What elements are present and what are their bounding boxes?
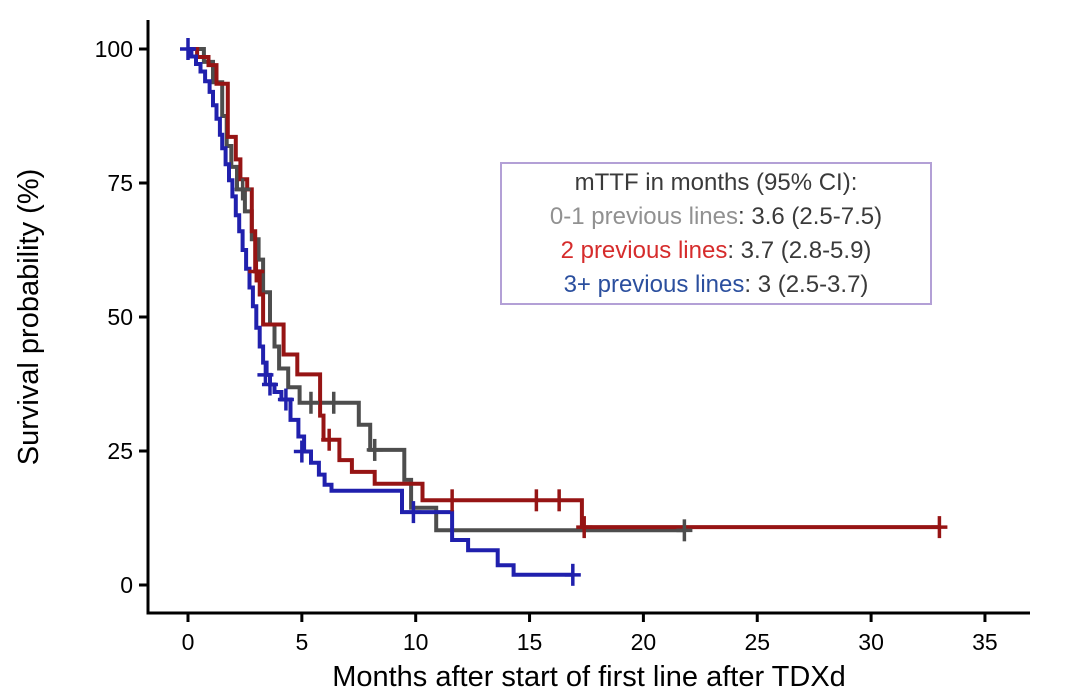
x-tick-label: 20 [631, 629, 657, 655]
legend-entry-blue-value: : 3 (2.5-3.7) [744, 271, 869, 298]
legend-entry-gray-label: 0-1 previous lines [549, 203, 739, 230]
legend-entry-red: 2 previous lines: 3.7 (2.8-5.9) [502, 234, 930, 268]
y-tick-label: 50 [107, 304, 133, 330]
legend-entry-red-label: 2 previous lines [560, 237, 728, 264]
x-tick-label: 25 [744, 629, 770, 655]
x-tick-label: 15 [517, 629, 543, 655]
x-tick-label: 35 [972, 629, 998, 655]
legend-entry-gray: 0-1 previous lines: 3.6 (2.5-7.5) [502, 200, 930, 234]
y-tick-label: 75 [107, 170, 133, 196]
survival-curves [188, 47, 940, 577]
legend-entry-gray-value: : 3.6 (2.5-7.5) [738, 203, 883, 230]
axes: 0 25 50 75 100 0 5 10 15 20 25 30 35 [95, 20, 1030, 655]
x-tick-label: 0 [182, 629, 195, 655]
y-tick-label: 100 [95, 36, 133, 62]
x-tick-label: 10 [403, 629, 429, 655]
censor-marks [180, 38, 948, 586]
legend-entry-red-value: : 3.7 (2.8-5.9) [727, 237, 872, 264]
survival-curve-2 [188, 47, 573, 577]
legend-entry-blue-label: 3+ previous lines [563, 271, 745, 298]
y-tick-label: 25 [107, 438, 133, 464]
legend-box: mTTF in months (95% CI): 0-1 previous li… [500, 162, 932, 305]
survival-curve-1 [188, 47, 940, 530]
y-tick-label: 0 [120, 572, 133, 598]
y-axis-title: Survival probability (%) [13, 169, 45, 466]
legend-title: mTTF in months (95% CI): [574, 169, 858, 196]
x-axis-title: Months after start of first line after T… [332, 661, 846, 693]
legend-entry-blue: 3+ previous lines: 3 (2.5-3.7) [502, 268, 930, 302]
x-tick-label: 30 [858, 629, 884, 655]
x-tick-label: 5 [295, 629, 308, 655]
